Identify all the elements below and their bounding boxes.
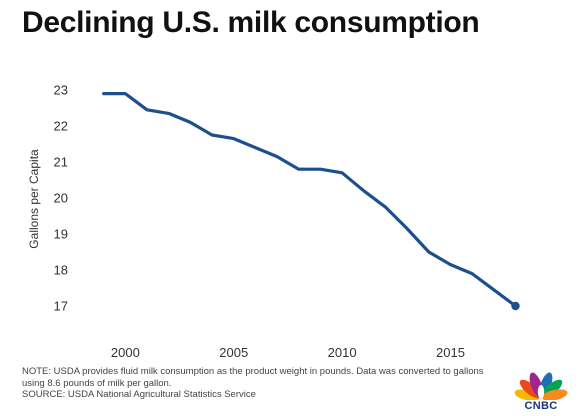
y-tick-label: 17 — [54, 299, 68, 314]
line-chart: 17 18 19 20 21 22 23 2000 2005 2010 2015 Gallons … — [27, 83, 520, 360]
y-tick-label: 18 — [54, 263, 68, 278]
x-axis: 2000 2005 2010 2015 — [111, 345, 465, 360]
chart-notes: NOTE: USDA provides fluid milk consumpti… — [22, 366, 522, 401]
peacock-icon — [514, 372, 568, 401]
peacock-feather — [541, 389, 568, 401]
y-tick-label: 23 — [54, 83, 68, 98]
x-tick-label: 2010 — [328, 345, 357, 360]
y-axis: 17 18 19 20 21 22 23 — [54, 83, 68, 314]
endpoint-marker — [511, 301, 520, 311]
peacock-body — [537, 385, 545, 399]
y-tick-label: 20 — [54, 191, 68, 206]
cnbc-logo: CNBC — [510, 366, 572, 412]
note-line-1: NOTE: USDA provides fluid milk consumpti… — [22, 366, 484, 377]
note-line-2: using 8.6 pounds of milk per gallon. — [22, 377, 172, 389]
cnbc-logo-text: CNBC — [524, 400, 558, 412]
x-tick-label: 2015 — [436, 345, 465, 360]
y-axis-label: Gallons per Capita — [27, 149, 41, 249]
y-tick-label: 22 — [54, 119, 68, 134]
source-line: SOURCE: USDA National Agricultural Stati… — [22, 389, 256, 400]
series-layer — [102, 91, 520, 311]
x-tick-label: 2005 — [219, 345, 248, 360]
series-line — [102, 91, 518, 308]
y-tick-label: 19 — [54, 227, 68, 242]
x-tick-label: 2000 — [111, 345, 140, 360]
y-tick-label: 21 — [54, 155, 68, 170]
chart-title: Declining U.S. milk consumption — [22, 6, 480, 39]
